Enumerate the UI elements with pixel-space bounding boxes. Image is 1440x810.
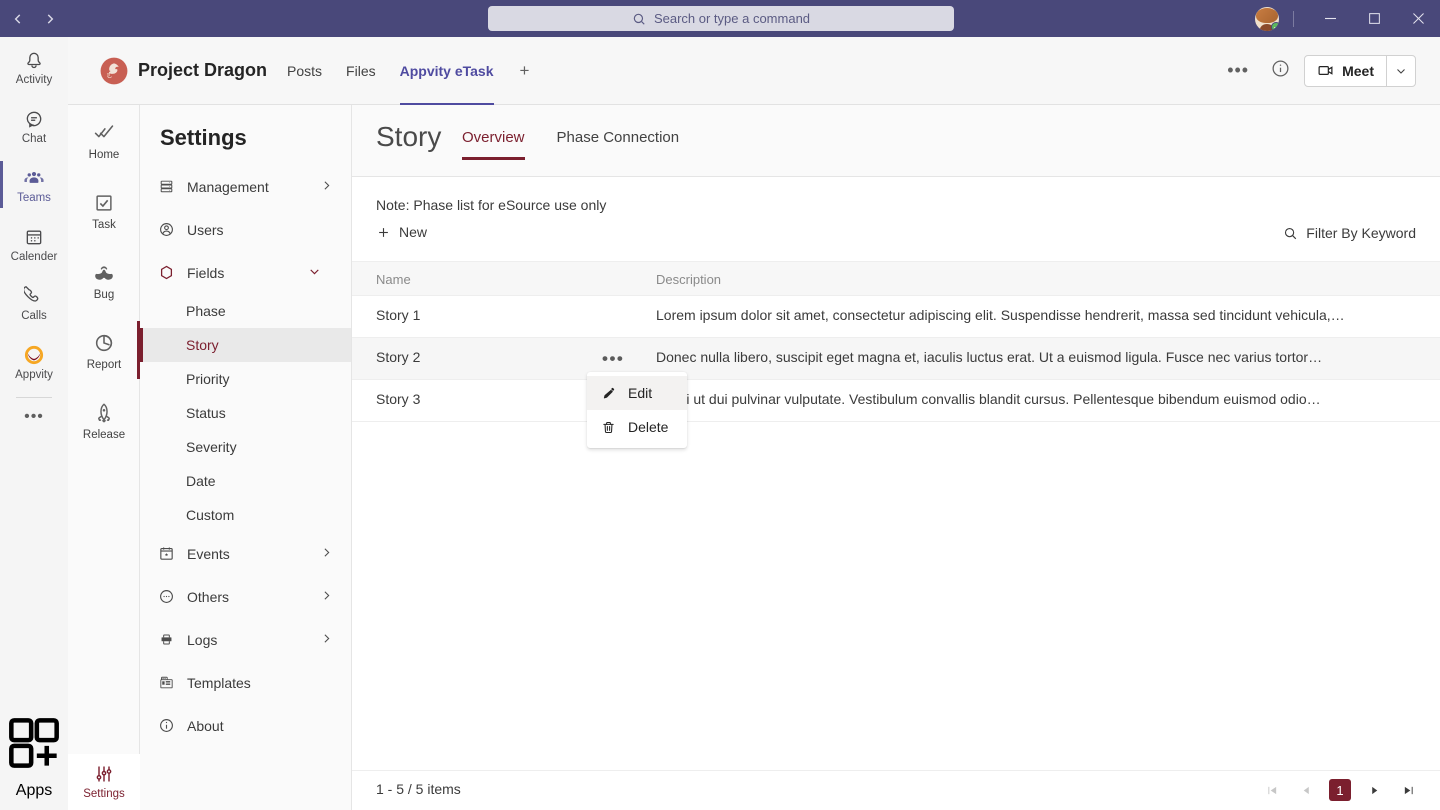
svg-text:LOG: LOG xyxy=(162,637,168,641)
